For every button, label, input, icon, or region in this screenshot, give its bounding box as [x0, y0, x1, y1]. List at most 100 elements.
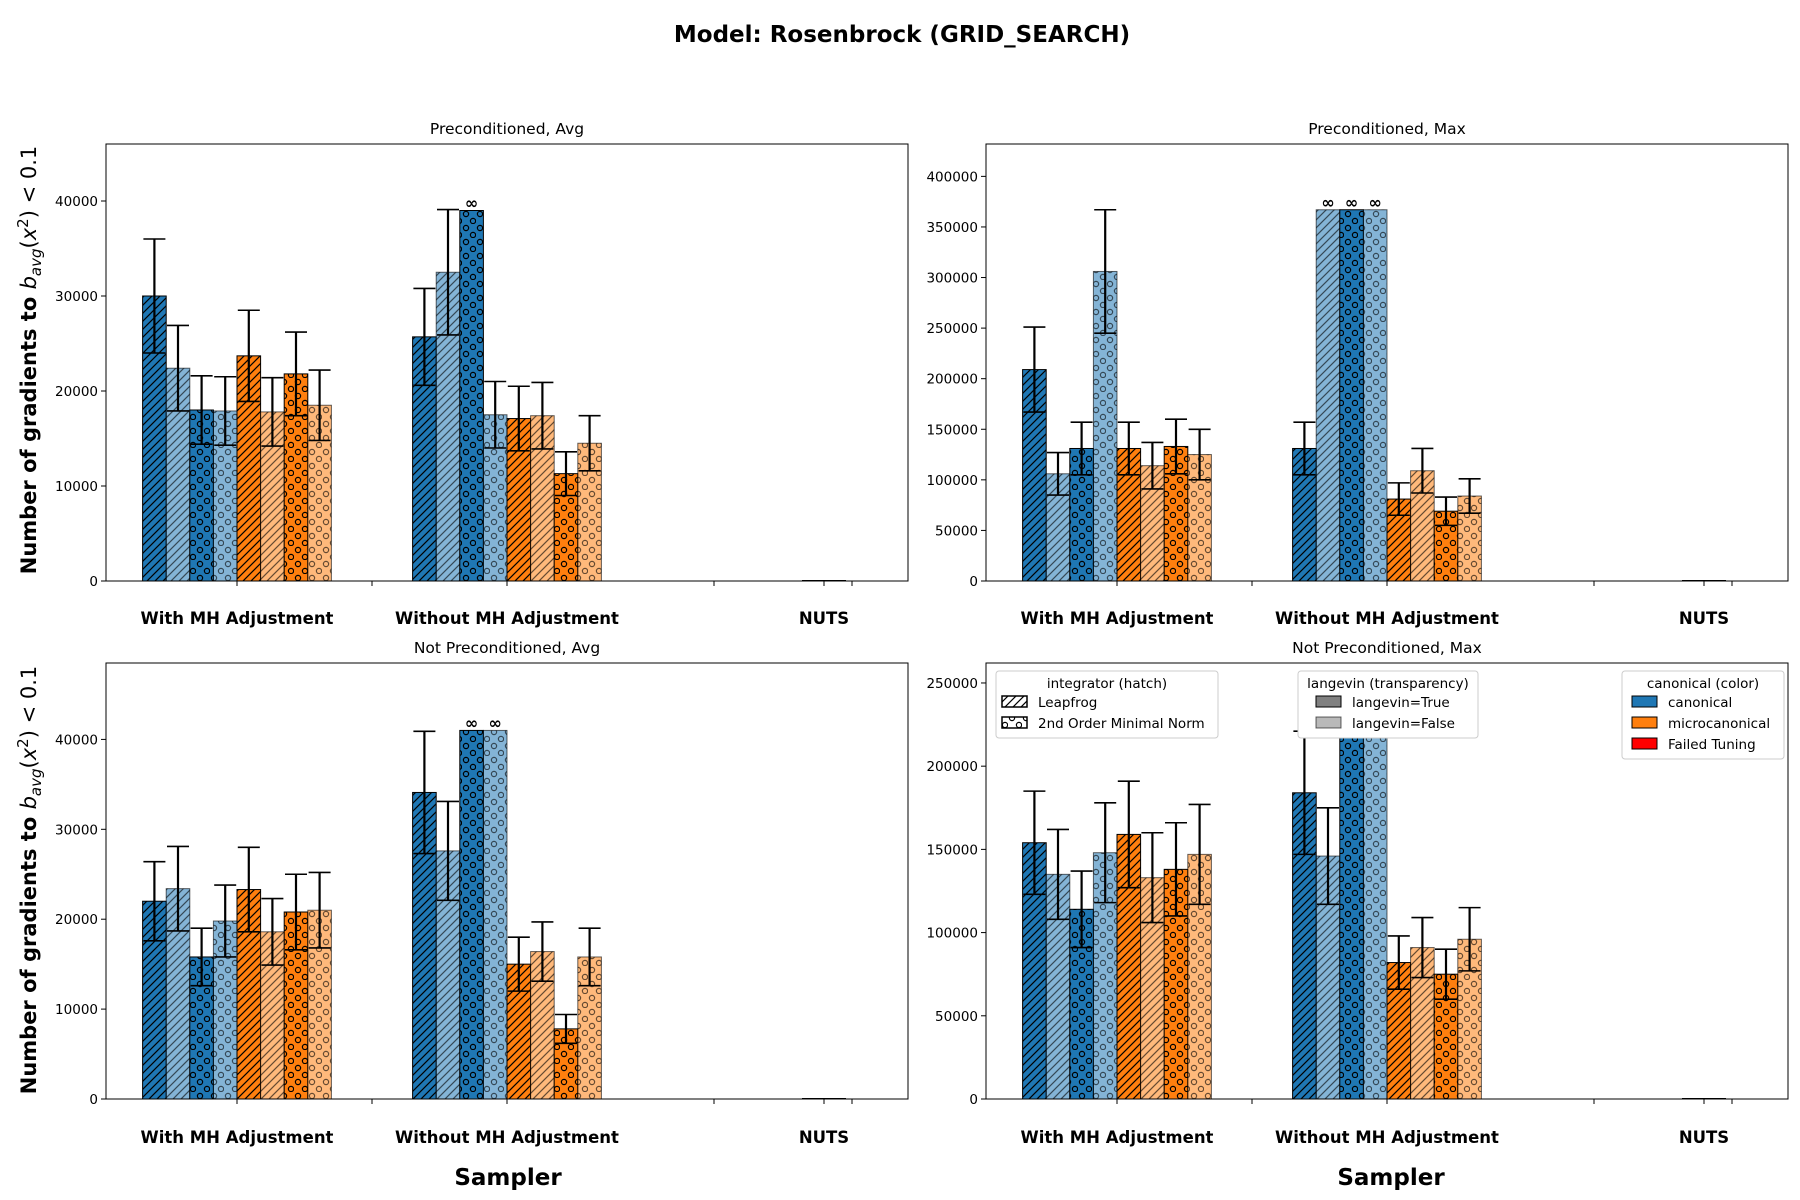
- error-bar: [1141, 441, 1164, 490]
- y-tick-label: 50000: [935, 1009, 978, 1025]
- error-bar: [261, 897, 284, 966]
- error-bar: [190, 374, 213, 446]
- y-tick-label: 150000: [926, 842, 978, 858]
- bar: [482, 729, 508, 1100]
- error-bar: [1165, 821, 1187, 917]
- y-tick-label: 50000: [935, 523, 978, 539]
- error-bar: [1094, 801, 1117, 904]
- bar-hatch: [237, 355, 261, 581]
- bar: [1362, 209, 1388, 582]
- error-bar: [1070, 421, 1093, 476]
- bar: [412, 336, 437, 582]
- error-bar: [261, 376, 284, 447]
- legend-item-failed-tuning: Failed Tuning: [1668, 737, 1756, 753]
- category-label: Without MH Adjustment: [1275, 1128, 1499, 1147]
- bar: [1386, 498, 1412, 582]
- bar: [530, 415, 555, 582]
- error-bar: [1141, 831, 1164, 924]
- bar: [1092, 270, 1118, 582]
- error-bar: [413, 730, 436, 855]
- bar-hatch: [1069, 909, 1094, 1099]
- error-bar: [1047, 451, 1069, 496]
- bar-hatch: [459, 210, 484, 581]
- error-bar: [1070, 870, 1093, 949]
- category-label: NUTS: [1679, 1128, 1729, 1147]
- y-tick-label: 40000: [55, 732, 98, 748]
- bar-hatch: [1046, 874, 1070, 1099]
- bar-hatch: [1093, 852, 1117, 1099]
- bar: [1315, 855, 1341, 1100]
- legend-item-langevin-false: langevin=False: [1352, 716, 1455, 732]
- panel-title: Preconditioned, Max: [1308, 120, 1466, 138]
- bar-hatch: [1363, 209, 1387, 581]
- category-label: With MH Adjustment: [141, 1128, 334, 1147]
- bar-hatch: [1410, 947, 1435, 1099]
- error-bar: [167, 324, 189, 412]
- bar-hatch: [1022, 842, 1047, 1099]
- error-bar: [1293, 421, 1316, 476]
- y-tick-label: 10000: [55, 1002, 98, 1018]
- bar: [142, 295, 167, 582]
- error-bar: [1165, 418, 1187, 475]
- bar-hatch: [142, 901, 167, 1099]
- bar-hatch: [1410, 470, 1435, 581]
- legend-box: [1621, 670, 1785, 760]
- bar-hatch: [1069, 448, 1094, 581]
- error-bar: [1435, 948, 1457, 1000]
- error-bar: [555, 450, 577, 497]
- y-tick-label: 40000: [55, 194, 98, 210]
- y-tick-label: 150000: [926, 422, 978, 438]
- bar-hatch: [1339, 729, 1364, 1099]
- canonical-swatch: [1631, 695, 1658, 708]
- bar: [459, 210, 484, 582]
- bar-hatch: [1140, 877, 1165, 1099]
- bar: [1187, 454, 1212, 582]
- bar: [1140, 465, 1165, 582]
- bar-hatch: [1187, 854, 1212, 1099]
- bar-hatch: [1387, 499, 1411, 581]
- bar: [1022, 369, 1047, 582]
- x-axis-label-left: Sampler: [454, 1165, 562, 1191]
- bar: [307, 404, 332, 582]
- error-bar: [308, 369, 331, 442]
- error-bar: [1387, 935, 1410, 990]
- bar: [1292, 447, 1317, 582]
- bar: [553, 473, 579, 582]
- error-bar: [507, 936, 530, 992]
- bar: [1362, 729, 1388, 1100]
- bar: [142, 900, 167, 1100]
- bar-hatch: [530, 951, 555, 1099]
- bar-hatch: [577, 956, 602, 1099]
- error-bar: [1435, 496, 1457, 527]
- legend-integrator: integrator (hatch) Leapfrog 2nd Order Mi…: [995, 670, 1219, 739]
- error-bar: [285, 873, 307, 951]
- error-bar: [1117, 780, 1140, 889]
- y-tick-label: 400000: [926, 169, 978, 185]
- bar: [236, 355, 262, 582]
- bar-hatch: [1434, 974, 1458, 1099]
- bar: [1410, 947, 1435, 1100]
- y-tick-label: 300000: [926, 271, 978, 287]
- legend-box: [1297, 670, 1479, 739]
- bar-hatch: [412, 336, 437, 581]
- bar: [1292, 792, 1317, 1100]
- error-bar: [237, 309, 260, 403]
- category-label: With MH Adjustment: [141, 609, 334, 628]
- panel-title: Not Preconditioned, Max: [1292, 639, 1482, 657]
- bar: [482, 414, 508, 582]
- y-tick-label: 10000: [55, 479, 98, 495]
- bar-hatch: [483, 730, 507, 1099]
- legend-box: [995, 670, 1219, 739]
- error-bar: [1023, 790, 1046, 896]
- error-bar: [437, 800, 459, 902]
- minimal-norm-swatch: [1001, 716, 1028, 729]
- bar-hatch: [1117, 448, 1141, 581]
- bar-hatch: [554, 1028, 578, 1099]
- category-label: NUTS: [799, 1128, 849, 1147]
- error-bar: [1387, 482, 1410, 517]
- category-label: Without MH Adjustment: [395, 609, 619, 628]
- bar-hatch: [1387, 962, 1411, 1099]
- leapfrog-swatch: [1001, 695, 1028, 708]
- bar: [1116, 447, 1142, 582]
